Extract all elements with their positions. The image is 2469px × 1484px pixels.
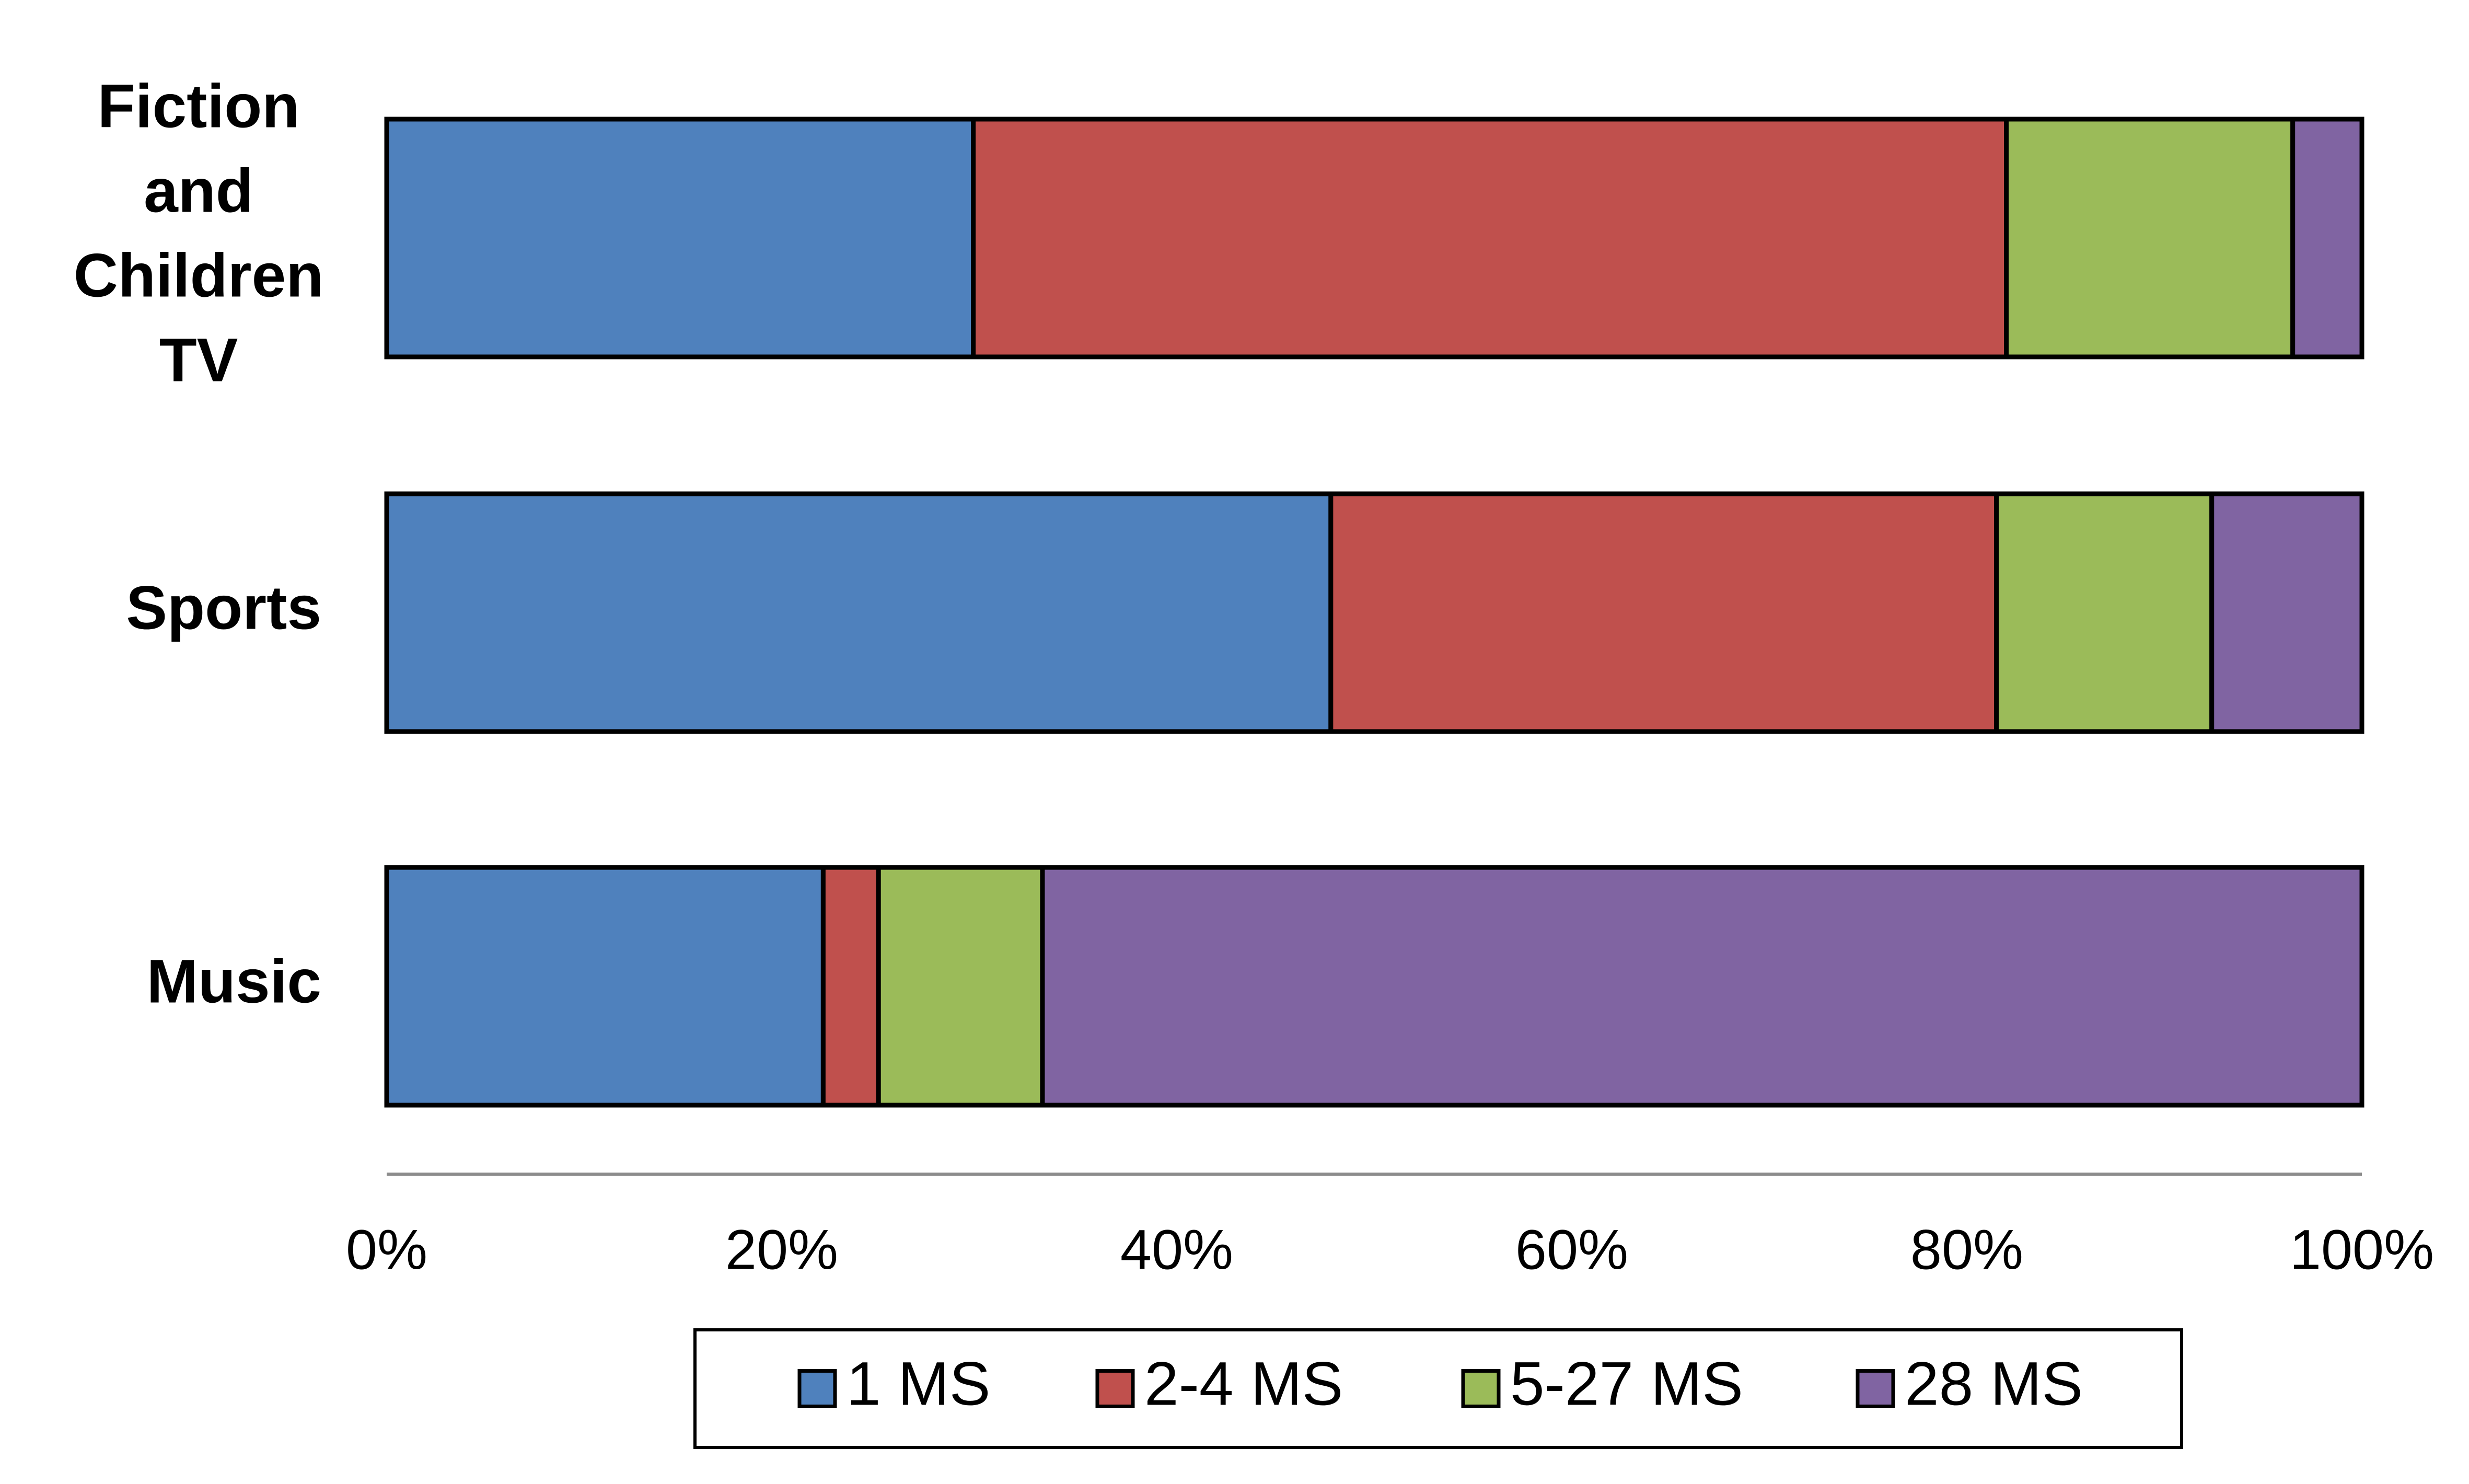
bar-segment-sports-28-ms: [2209, 491, 2364, 734]
legend-label-2-4-ms: 2-4 MS: [1144, 1350, 1343, 1419]
bar-segment-fiction-and-children-tv-1-ms: [384, 117, 976, 360]
bar-segment-music-28-ms: [1040, 865, 2364, 1108]
legend: 1 MS 2-4 MS 5-27 MS 28 MS: [693, 1328, 2183, 1449]
legend-swatch-28-ms: [1856, 1369, 1895, 1408]
category-label-sports: Sports: [126, 574, 321, 643]
bar-segment-sports-5-27-ms: [1994, 491, 2215, 734]
legend-swatch-2-4-ms: [1095, 1369, 1135, 1408]
bars-layer: [384, 117, 2364, 1108]
x-tick-label-20: 20%: [725, 1218, 838, 1281]
category-label-fiction-and-children-tv: Fiction and Children TV: [74, 72, 324, 395]
bar-segment-fiction-and-children-tv-28-ms: [2290, 117, 2364, 360]
legend-label-28-ms: 28 MS: [1905, 1350, 2083, 1419]
legend-swatch-1-ms: [797, 1369, 837, 1408]
bar-segment-sports-2-4-ms: [1328, 491, 1999, 734]
category-label-music: Music: [147, 947, 321, 1016]
bar-segment-fiction-and-children-tv-2-4-ms: [971, 117, 2009, 360]
category-labels: Fiction and Children TV Sports Music: [74, 72, 324, 1016]
x-tick-label-60: 60%: [1515, 1218, 1628, 1281]
bar-segment-music-1-ms: [384, 865, 826, 1108]
bar-segment-music-5-27-ms: [876, 865, 1045, 1108]
bar-segment-sports-1-ms: [384, 491, 1334, 734]
x-tick-label-40: 40%: [1120, 1218, 1233, 1281]
x-tick-label-100: 100%: [2290, 1218, 2434, 1281]
x-tick-label-0: 0%: [346, 1218, 427, 1281]
bar-segment-fiction-and-children-tv-5-27-ms: [2004, 117, 2296, 360]
bar-segment-music-2-4-ms: [820, 865, 881, 1108]
legend-label-1-ms: 1 MS: [847, 1350, 990, 1419]
legend-swatch-5-27-ms: [1461, 1369, 1501, 1408]
x-tick-label-80: 80%: [1910, 1218, 2023, 1281]
legend-label-5-27-ms: 5-27 MS: [1510, 1350, 1743, 1419]
x-axis: 0% 20% 40% 60% 80% 100%: [346, 1173, 2434, 1281]
legend-box: [693, 1328, 2183, 1449]
